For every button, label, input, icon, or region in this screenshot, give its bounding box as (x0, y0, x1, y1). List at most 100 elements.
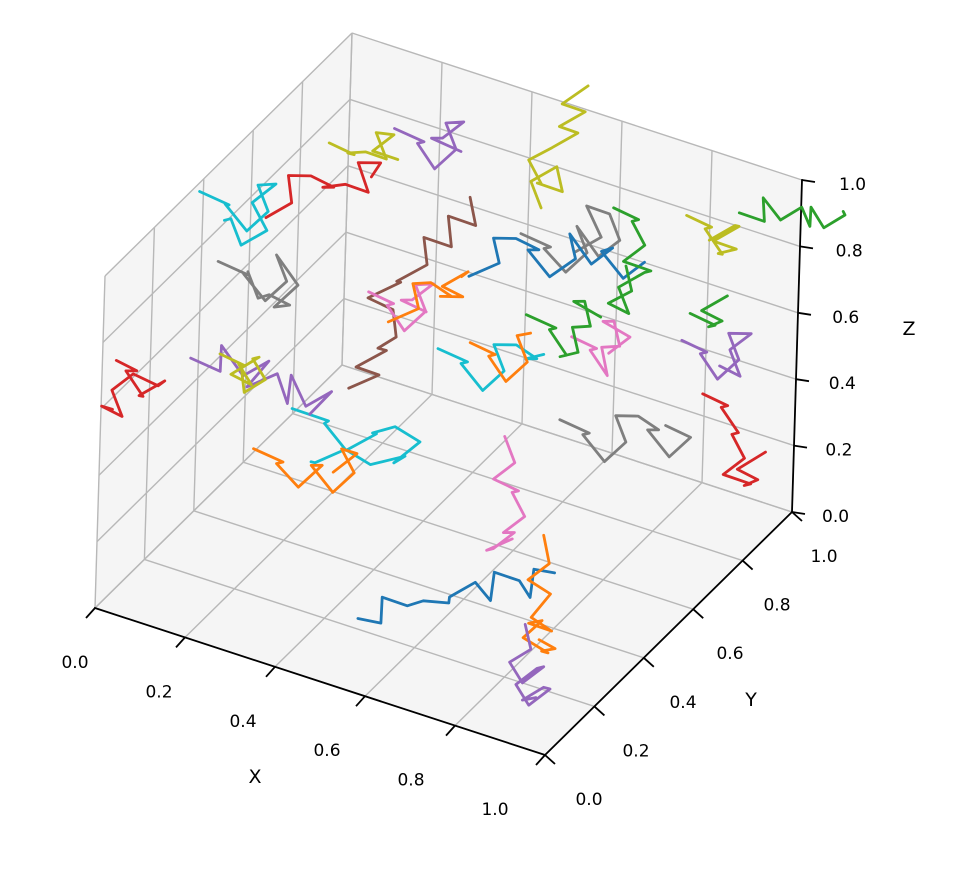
walk-line-walk-28 (436, 343, 546, 392)
x-axis-tick-label: 1.0 (481, 800, 508, 820)
walks-group (100, 84, 847, 707)
z-axis-tick-label: 0.8 (836, 241, 863, 261)
walk-line-walk-21 (367, 282, 435, 333)
grid-line (341, 364, 793, 513)
z-axis-tick-label: 0.0 (822, 507, 849, 527)
y-axis-tick (643, 657, 655, 668)
grid-line (349, 98, 801, 248)
x-axis-tick-label: 0.2 (145, 682, 172, 702)
grid-line (364, 452, 613, 697)
walk-line-walk-12 (347, 195, 478, 390)
x-axis-label: X (248, 766, 261, 788)
ticks-group: 0.0 0.2 0.4 0.6 0.8 1.0 0.0 0.2 0.4 0.6 0.8 1.0 0.0 0… (61, 175, 866, 820)
axis-labels-group: X Y Z (248, 318, 915, 788)
walk-line-walk-05 (252, 447, 359, 494)
x-axis-tick (355, 695, 366, 707)
grid-line (274, 423, 523, 668)
grid-line (193, 510, 645, 659)
grid-line (611, 121, 623, 454)
grid-line (143, 227, 156, 560)
grid-line (104, 32, 353, 277)
z-axis-tick (793, 444, 808, 449)
grid-line (521, 91, 533, 424)
walk-line-walk-22 (386, 270, 470, 324)
y-axis-tick-label: 0.2 (622, 741, 649, 761)
walk-line-walk-09 (216, 253, 300, 309)
y-axis-tick (692, 608, 704, 619)
pane-floor (95, 365, 792, 755)
grid-line (242, 461, 694, 610)
z-axis-spine (791, 179, 803, 513)
x-axis-tick (265, 666, 276, 678)
grid-line (431, 62, 443, 395)
y-axis-label: Y (744, 689, 757, 711)
pane-right-wall (342, 33, 802, 512)
y-axis-tick-label: 0.0 (575, 790, 602, 810)
grid-line (341, 32, 353, 366)
walk-line-walk-15 (606, 206, 653, 316)
y-axis-tick-label: 0.6 (716, 644, 743, 664)
z-axis-tick (795, 378, 810, 383)
z-axis-tick-label: 1.0 (839, 175, 866, 195)
grid-line (343, 297, 795, 447)
y-axis-tick (544, 754, 556, 765)
grid-line (96, 298, 345, 543)
z-axis-tick-label: 0.2 (825, 441, 852, 461)
x-axis-tick-label: 0.0 (61, 653, 88, 673)
x-axis-tick-label: 0.6 (313, 741, 340, 761)
z-axis-tick (801, 179, 816, 183)
y-axis-tick-label: 1.0 (810, 547, 837, 567)
walk-line-walk-17 (737, 196, 847, 230)
z-axis-tick-label: 0.4 (829, 374, 856, 394)
grid-line (100, 165, 349, 410)
x-axis-tick-label: 0.8 (397, 771, 424, 791)
z-axis-tick (797, 311, 812, 316)
y-axis-tick (593, 705, 606, 717)
walk-line-walk-01 (356, 567, 556, 625)
z-axis-tick-label: 0.6 (832, 308, 859, 328)
x-axis-tick-label: 0.4 (229, 712, 256, 732)
y-axis-tick-label: 0.4 (669, 693, 696, 713)
walk-line-walk-11 (264, 161, 383, 220)
grid-line (454, 482, 703, 727)
walk-line-walk-10 (198, 182, 278, 247)
grid-line (345, 231, 797, 380)
walk-line-walk-24 (701, 392, 767, 487)
grid-line (193, 178, 205, 511)
walk-line-walk-23 (558, 414, 692, 464)
x-axis-tick (175, 636, 186, 649)
walk-line-walk-30 (485, 434, 527, 552)
walk-line-walk-06 (100, 358, 167, 418)
x-axis-tick (445, 724, 456, 737)
x-axis-tick (85, 607, 96, 619)
walk-line-walk-16 (685, 213, 741, 256)
walk-line-walk-13 (519, 204, 622, 274)
x-axis-tick (535, 754, 546, 766)
walk-line-walk-25 (570, 319, 632, 378)
panes-group (95, 33, 802, 755)
walk-line-walk-03 (508, 623, 552, 707)
z-axis-tick (799, 245, 814, 250)
walk-line-walk-14 (467, 232, 646, 280)
z-axis-label: Z (902, 318, 915, 340)
grid-line (351, 32, 803, 181)
x-axis-spine (93, 606, 547, 757)
grid-line (701, 150, 713, 483)
y-axis-spine (543, 510, 794, 757)
walk-line-walk-27 (524, 299, 603, 359)
walk-line-walk-19 (393, 120, 466, 171)
walk-line-walk-02 (521, 533, 557, 655)
grid-line (94, 364, 343, 609)
grid-line (242, 130, 254, 463)
y-axis-tick (791, 511, 803, 522)
walk-line-walk-08 (218, 352, 267, 394)
z-axis-tick (791, 511, 806, 515)
walk-line-walk-29 (468, 331, 532, 383)
y-axis-tick (741, 559, 754, 571)
axis-spines-group (93, 179, 803, 757)
walk-line-walk-26 (680, 331, 753, 381)
grid-line (291, 81, 304, 414)
walk-line-walk-18 (527, 84, 590, 210)
